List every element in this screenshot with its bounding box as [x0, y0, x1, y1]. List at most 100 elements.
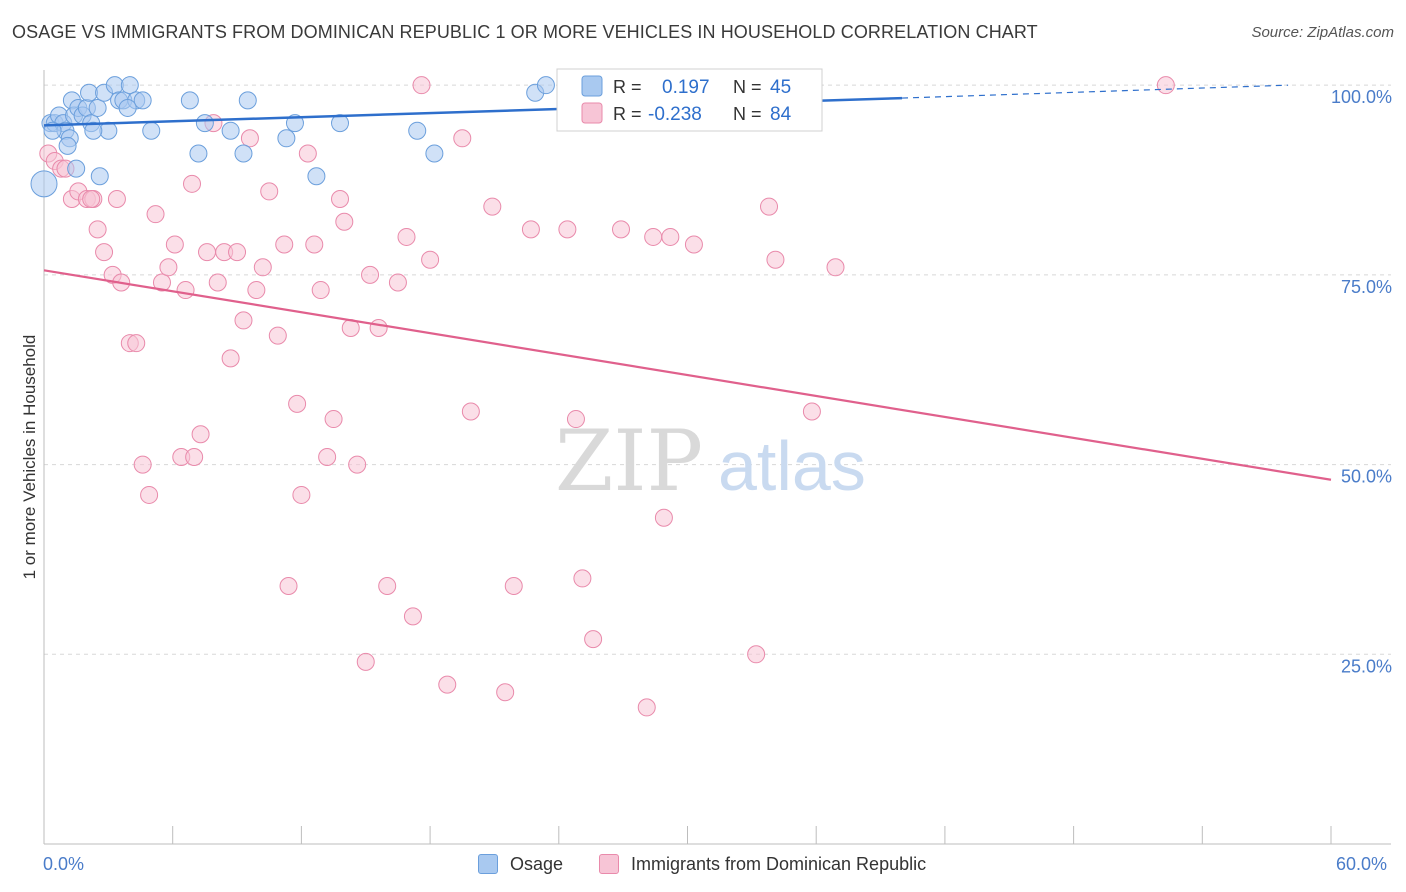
dominican-point-49 — [356, 652, 375, 671]
osage-point-44 — [118, 98, 137, 117]
dominican-point-57 — [421, 250, 440, 269]
dominican-point-58 — [438, 675, 457, 694]
axes — [43, 70, 1391, 845]
dominican-point-83 — [185, 448, 204, 466]
grid-lines — [44, 84, 1391, 655]
osage-point-12 — [80, 83, 99, 102]
dominican-point-69 — [612, 220, 631, 239]
osage-point-21 — [133, 91, 152, 110]
dominican-point-51 — [369, 319, 388, 337]
dominican-point-61 — [483, 197, 502, 216]
dominican-point-74 — [684, 235, 703, 254]
dominican-point-64 — [521, 220, 540, 239]
dominican-point-22 — [183, 174, 202, 193]
osage-point-30 — [238, 91, 257, 110]
watermark-atlas: atlas — [718, 427, 866, 505]
legend-swatch-osage-bottom — [478, 854, 498, 874]
dominican-point-24 — [198, 243, 217, 262]
dominican-point-81 — [82, 190, 101, 208]
dominican-point-76 — [760, 197, 779, 216]
watermark: ZIP atlas — [555, 412, 866, 510]
dominican-point-33 — [253, 258, 272, 277]
legend-r-label-1: R = — [613, 77, 642, 97]
dominican-point-82 — [107, 190, 126, 208]
dominican-point-37 — [279, 577, 298, 595]
x-ticks — [43, 826, 1332, 844]
dominican-point-41 — [305, 235, 324, 254]
dominican-point-50 — [361, 265, 380, 284]
osage-point-0 — [30, 170, 58, 198]
source-credit: Source: ZipAtlas.com — [1251, 24, 1394, 41]
osage-point-22 — [67, 159, 86, 178]
dominican-point-80 — [1156, 76, 1175, 95]
osage-point-38 — [536, 76, 555, 95]
x-tick-label-max: 60.0% — [1336, 854, 1387, 874]
dominican-point-15 — [140, 485, 159, 504]
dominican-point-14 — [133, 455, 152, 474]
x-tick-label-min: 0.0% — [43, 854, 84, 874]
osage-point-40 — [84, 121, 103, 140]
dominican-point-67 — [573, 569, 592, 588]
osage-point-29 — [234, 144, 253, 163]
legend-n-label-2: N = — [733, 104, 762, 124]
dominican-point-32 — [247, 281, 266, 300]
dominican-point-44 — [324, 410, 343, 429]
dominican-point-26 — [208, 273, 227, 292]
legend-r-value-1: 0.197 — [662, 77, 710, 98]
y-axis-title: 1 or more Vehicles in Household — [20, 335, 39, 580]
stats-legend: R = 0.197 N = 45 R = -0.238 N = 84 — [556, 68, 823, 132]
dominican-point-72 — [654, 508, 673, 527]
osage-point-36 — [425, 144, 444, 163]
dominican-point-52 — [378, 577, 397, 595]
trend-line-osage-extension — [901, 84, 1289, 99]
legend-n-value-2: 84 — [770, 104, 792, 125]
dominican-point-13 — [127, 334, 146, 353]
dominican-point-18 — [159, 258, 178, 277]
dominican-point-78 — [802, 402, 821, 421]
dominican-point-43 — [318, 448, 337, 466]
dominican-point-66 — [566, 410, 585, 429]
dominican-point-39 — [292, 485, 311, 504]
dominican-point-8 — [88, 220, 107, 239]
dominican-point-36 — [275, 235, 294, 254]
osage-point-32 — [285, 114, 304, 133]
legend-r-value-2: -0.238 — [648, 104, 702, 125]
dominican-point-40 — [298, 144, 317, 163]
y-tick-labels: 25.0% 50.0% 75.0% 100.0% — [1331, 87, 1392, 676]
dominican-point-53 — [388, 273, 407, 292]
series-dominican-points — [39, 76, 1175, 717]
osage-point-34 — [331, 114, 350, 133]
osage-point-26 — [189, 144, 208, 163]
dominican-point-29 — [228, 243, 247, 262]
osage-point-16 — [105, 76, 124, 95]
dominican-point-19 — [165, 235, 184, 254]
y-tick-label-25: 25.0% — [1341, 656, 1392, 676]
osage-point-42 — [142, 121, 161, 140]
dominican-point-42 — [311, 281, 330, 300]
dominican-point-38 — [288, 394, 307, 413]
dominican-point-70 — [637, 698, 656, 717]
chart-title: OSAGE VS IMMIGRANTS FROM DOMINICAN REPUB… — [12, 22, 1038, 42]
osage-point-24 — [90, 167, 109, 186]
dominican-point-60 — [461, 402, 480, 421]
legend-item-osage[interactable]: Osage — [478, 852, 563, 876]
legend-item-dominican[interactable]: Immigrants from Dominican Republic — [599, 852, 926, 876]
dominican-point-79 — [826, 258, 845, 277]
dominican-point-31 — [240, 129, 259, 148]
dominican-point-9 — [95, 243, 114, 262]
dominican-point-77 — [766, 250, 785, 269]
dominican-point-63 — [504, 577, 523, 595]
legend-swatch-dominican-bottom — [599, 854, 619, 874]
dominican-point-68 — [584, 630, 603, 649]
osage-point-25 — [180, 91, 199, 110]
dominican-point-35 — [268, 326, 287, 345]
dominican-point-71 — [644, 227, 663, 246]
dominican-point-28 — [221, 349, 240, 368]
trend-line-dominican — [43, 269, 1332, 481]
dominican-point-45 — [331, 190, 350, 208]
osage-point-33 — [307, 167, 326, 186]
osage-point-35 — [408, 121, 427, 140]
osage-point-31 — [277, 129, 296, 148]
legend-n-value-1: 45 — [770, 77, 791, 98]
y-tick-label-50: 50.0% — [1341, 467, 1392, 487]
